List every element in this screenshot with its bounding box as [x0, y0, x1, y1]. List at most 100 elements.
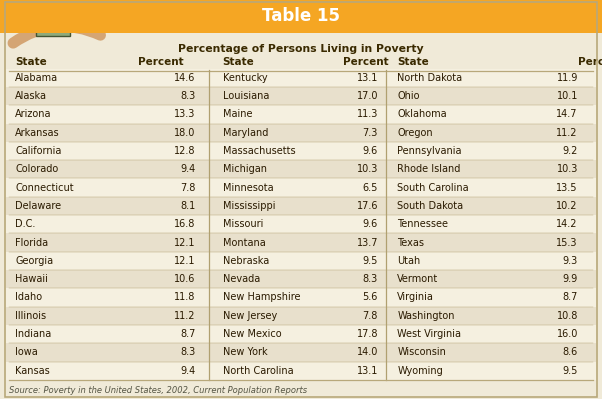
- Text: Texas: Texas: [397, 237, 424, 247]
- Text: Delaware: Delaware: [15, 201, 61, 211]
- Text: Kansas: Kansas: [15, 366, 50, 376]
- Text: 17.8: 17.8: [356, 329, 378, 339]
- Text: 13.1: 13.1: [356, 366, 378, 376]
- Text: 10.3: 10.3: [356, 164, 378, 174]
- Text: Tennessee: Tennessee: [397, 219, 448, 229]
- Text: 7.8: 7.8: [362, 311, 378, 321]
- Text: Oregon: Oregon: [397, 128, 433, 138]
- Text: 8.1: 8.1: [181, 201, 196, 211]
- Text: Nebraska: Nebraska: [223, 256, 269, 266]
- Text: Michigan: Michigan: [223, 164, 267, 174]
- Text: 13.3: 13.3: [174, 109, 196, 119]
- Text: Source: Poverty in the United States, 2002, Current Population Reports: Source: Poverty in the United States, 20…: [9, 386, 307, 395]
- Text: Vermont: Vermont: [397, 274, 439, 284]
- Text: South Carolina: South Carolina: [397, 183, 469, 193]
- Text: Pennsylvania: Pennsylvania: [397, 146, 462, 156]
- Text: New Hampshire: New Hampshire: [223, 292, 300, 302]
- Text: West Virginia: West Virginia: [397, 329, 461, 339]
- Text: Percent: Percent: [343, 57, 389, 67]
- Text: Wisconsin: Wisconsin: [397, 348, 446, 358]
- Text: 9.6: 9.6: [363, 146, 378, 156]
- Text: 12.1: 12.1: [174, 256, 196, 266]
- Text: South Dakota: South Dakota: [397, 201, 464, 211]
- Text: New York: New York: [223, 348, 267, 358]
- Text: Connecticut: Connecticut: [15, 183, 73, 193]
- Text: Washington: Washington: [397, 311, 455, 321]
- Text: Alabama: Alabama: [15, 73, 58, 83]
- Text: 9.9: 9.9: [563, 274, 578, 284]
- Text: North Carolina: North Carolina: [223, 366, 293, 376]
- Text: 13.7: 13.7: [356, 237, 378, 247]
- Text: Louisiana: Louisiana: [223, 91, 269, 101]
- Text: Massachusetts: Massachusetts: [223, 146, 296, 156]
- Text: Table 15: Table 15: [262, 7, 340, 26]
- Text: Wyoming: Wyoming: [397, 366, 443, 376]
- Text: State: State: [397, 57, 429, 67]
- Text: Indiana: Indiana: [15, 329, 51, 339]
- Text: Montana: Montana: [223, 237, 265, 247]
- Text: 8.7: 8.7: [180, 329, 196, 339]
- Text: Mississippi: Mississippi: [223, 201, 275, 211]
- Text: Arizona: Arizona: [15, 109, 52, 119]
- Text: Missouri: Missouri: [223, 219, 263, 229]
- Text: 14.6: 14.6: [174, 73, 196, 83]
- Text: Alaska: Alaska: [15, 91, 47, 101]
- Text: 11.8: 11.8: [174, 292, 196, 302]
- Text: California: California: [15, 146, 61, 156]
- Text: 9.2: 9.2: [562, 146, 578, 156]
- Text: Colorado: Colorado: [15, 164, 58, 174]
- Text: Virginia: Virginia: [397, 292, 434, 302]
- Text: 9.4: 9.4: [181, 164, 196, 174]
- Text: D.C.: D.C.: [15, 219, 36, 229]
- Text: 16.8: 16.8: [174, 219, 196, 229]
- Text: Nevada: Nevada: [223, 274, 260, 284]
- Text: 17.0: 17.0: [356, 91, 378, 101]
- Text: Oklahoma: Oklahoma: [397, 109, 447, 119]
- Text: 14.2: 14.2: [556, 219, 578, 229]
- Text: 7.3: 7.3: [362, 128, 378, 138]
- Text: Maine: Maine: [223, 109, 252, 119]
- Text: 8.6: 8.6: [563, 348, 578, 358]
- Text: Kentucky: Kentucky: [223, 73, 267, 83]
- Text: 8.3: 8.3: [181, 348, 196, 358]
- Text: Georgia: Georgia: [15, 256, 53, 266]
- Text: State: State: [223, 57, 255, 67]
- Text: Florida: Florida: [15, 237, 48, 247]
- Text: 11.2: 11.2: [174, 311, 196, 321]
- Text: 8.3: 8.3: [181, 91, 196, 101]
- Text: 10.8: 10.8: [556, 311, 578, 321]
- Text: New Jersey: New Jersey: [223, 311, 277, 321]
- Text: 9.3: 9.3: [563, 256, 578, 266]
- Text: 9.4: 9.4: [181, 366, 196, 376]
- Text: 14.7: 14.7: [556, 109, 578, 119]
- Text: 11.2: 11.2: [556, 128, 578, 138]
- Text: 10.6: 10.6: [174, 274, 196, 284]
- Text: Utah: Utah: [397, 256, 421, 266]
- Text: Arkansas: Arkansas: [15, 128, 60, 138]
- Text: Idaho: Idaho: [15, 292, 42, 302]
- Text: 8.7: 8.7: [562, 292, 578, 302]
- Text: 15.3: 15.3: [556, 237, 578, 247]
- Text: 13.5: 13.5: [556, 183, 578, 193]
- FancyArrowPatch shape: [8, 12, 95, 25]
- Text: Hawaii: Hawaii: [15, 274, 48, 284]
- Text: 11.3: 11.3: [356, 109, 378, 119]
- Text: 16.0: 16.0: [556, 329, 578, 339]
- Text: Percent: Percent: [138, 57, 184, 67]
- Text: 10.2: 10.2: [556, 201, 578, 211]
- Text: Maryland: Maryland: [223, 128, 268, 138]
- Text: Minnesota: Minnesota: [223, 183, 273, 193]
- Text: Illinois: Illinois: [15, 311, 46, 321]
- Text: 12.1: 12.1: [174, 237, 196, 247]
- Text: 14.0: 14.0: [356, 348, 378, 358]
- Text: 10.1: 10.1: [556, 91, 578, 101]
- Text: 9.5: 9.5: [362, 256, 378, 266]
- Text: 17.6: 17.6: [356, 201, 378, 211]
- Text: Percent: Percent: [578, 57, 602, 67]
- Text: 18.0: 18.0: [174, 128, 196, 138]
- Text: 7.8: 7.8: [180, 183, 196, 193]
- FancyArrowPatch shape: [13, 26, 101, 43]
- Text: Rhode Island: Rhode Island: [397, 164, 461, 174]
- Text: New Mexico: New Mexico: [223, 329, 281, 339]
- FancyBboxPatch shape: [36, 21, 70, 36]
